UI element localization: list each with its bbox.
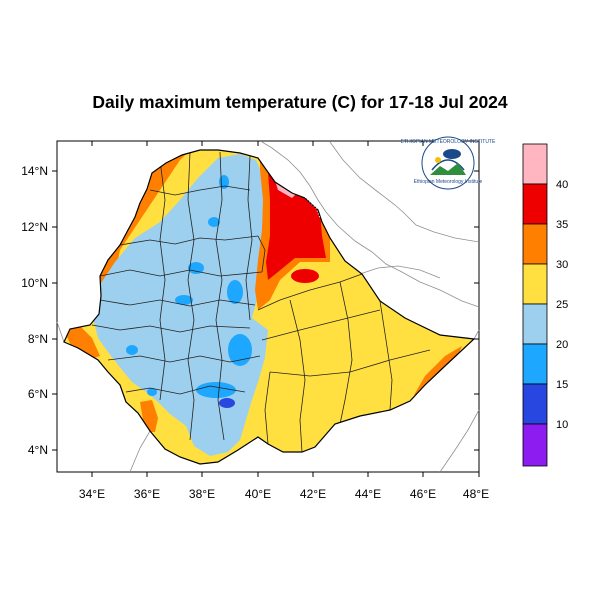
y-tick-label: 10°N [21, 276, 48, 290]
y-tick-label: 12°N [21, 220, 48, 234]
y-axis [52, 170, 479, 451]
legend-label: 20 [556, 339, 568, 351]
y-tick-label: 4°N [28, 443, 48, 457]
legend-swatch-below-10 [522, 423, 548, 467]
neighbor-boundaries [56, 141, 480, 473]
legend-label: 15 [556, 379, 568, 391]
legend-swatch-35-40 [522, 183, 548, 225]
x-tick-label: 44°E [355, 487, 381, 501]
legend-label: 25 [556, 299, 568, 311]
legend-swatch-10-15 [522, 383, 548, 425]
x-tick-label: 40°E [245, 487, 271, 501]
y-tick-label: 6°N [28, 387, 48, 401]
legend-swatch-40-plus [522, 143, 548, 185]
legend-label: 30 [556, 259, 568, 271]
legend-swatch-15-20 [522, 343, 548, 385]
agency-logo: ETHIOPIAN METEOROLOGY INSTITUTE Ethiopia… [401, 136, 496, 190]
y-tick-label: 14°N [21, 164, 48, 178]
x-tick-label: 36°E [134, 487, 160, 501]
x-tick-label: 46°E [410, 487, 436, 501]
legend-label: 10 [556, 419, 568, 431]
legend-label: 35 [556, 219, 568, 231]
admin-boundaries [91, 151, 431, 453]
legend-label: 40 [556, 179, 568, 191]
x-tick-label: 34°E [79, 487, 105, 501]
x-tick-label: 42°E [300, 487, 326, 501]
legend-swatch-20-25 [522, 303, 548, 345]
ethiopia-outline [63, 149, 476, 465]
map-title: Daily maximum temperature (C) for 17-18 … [92, 92, 508, 112]
x-axis [91, 141, 480, 477]
legend-swatch-25-30 [522, 263, 548, 305]
logo-arc-text: ETHIOPIAN METEOROLOGY INSTITUTE [401, 139, 496, 145]
logo-name-text: Ethiopian Meteorology Institute [414, 179, 483, 185]
x-tick-label: 48°E [463, 487, 489, 501]
color-legend [522, 143, 548, 467]
legend-swatch-30-35 [522, 223, 548, 265]
x-tick-label: 38°E [189, 487, 215, 501]
y-tick-label: 8°N [28, 332, 48, 346]
